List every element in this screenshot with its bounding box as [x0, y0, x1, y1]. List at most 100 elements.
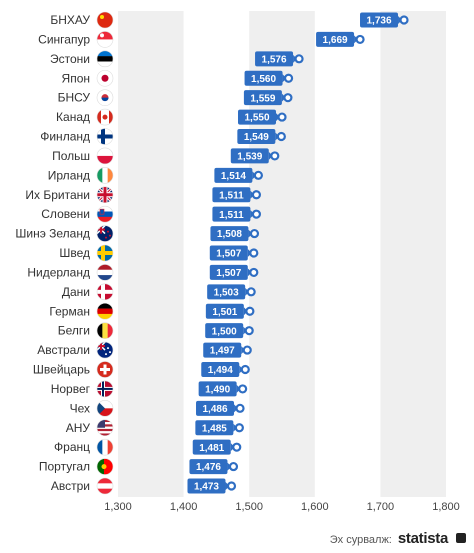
value-bar — [316, 31, 355, 47]
data-point[interactable] — [240, 364, 250, 375]
value-bar — [192, 439, 231, 455]
data-point[interactable] — [228, 461, 239, 472]
data-point[interactable] — [242, 345, 252, 355]
category-label: Франц — [54, 440, 90, 454]
data-point[interactable] — [232, 442, 242, 452]
data-point[interactable] — [234, 423, 244, 433]
data-point[interactable] — [399, 15, 409, 25]
poland-flag-icon — [96, 147, 114, 165]
value-label: 1,514 — [221, 171, 246, 182]
value-label: 1,560 — [251, 74, 276, 85]
data-point[interactable] — [226, 481, 237, 491]
source-credit: Эх сурвалж: statista — [330, 530, 466, 547]
data-point[interactable] — [283, 73, 294, 83]
data-point[interactable] — [245, 306, 255, 316]
value-bar — [196, 400, 235, 416]
germany-flag-icon — [96, 302, 114, 320]
category-labels: БНХАУ Сингапур Эстони Япон БНСУ Канад Финланд П… — [15, 13, 90, 493]
value-label: 1,507 — [216, 268, 241, 279]
category-label: Шинэ Зеланд — [15, 227, 90, 241]
value-bar — [244, 70, 283, 86]
x-tick-label: 1,700 — [367, 501, 395, 513]
value-bar — [212, 206, 251, 222]
value-label: 1,476 — [196, 462, 221, 473]
value-bar — [205, 303, 244, 319]
china-flag-icon — [96, 11, 114, 29]
value-bar — [243, 90, 282, 106]
singapore-flag-icon — [96, 31, 114, 48]
value-label: 1,494 — [208, 365, 233, 376]
value-bar — [209, 264, 248, 280]
category-label: Норвег — [51, 382, 91, 396]
category-label: Швейцарь — [33, 363, 90, 377]
data-point[interactable] — [283, 93, 293, 103]
category-label: Нидерланд — [27, 265, 90, 279]
data-point[interactable] — [244, 326, 254, 336]
switzerland-flag-icon — [96, 361, 114, 378]
value-bar — [201, 362, 240, 377]
value-label: 1,550 — [244, 113, 269, 124]
value-bar — [360, 12, 399, 28]
category-label: Польш — [52, 149, 90, 163]
data-point[interactable] — [249, 267, 259, 278]
category-label: БНСУ — [58, 91, 91, 105]
data-point[interactable] — [276, 131, 286, 142]
x-tick-label: 1,600 — [301, 501, 329, 513]
data-point[interactable] — [249, 228, 260, 239]
data-point[interactable] — [253, 170, 263, 180]
estonia-flag-icon — [96, 50, 114, 68]
value-bar — [203, 342, 242, 358]
austria-flag-icon — [96, 477, 114, 495]
data-point[interactable] — [251, 190, 262, 200]
czech-flag-icon — [96, 400, 114, 417]
value-bar — [212, 187, 251, 203]
value-label: 1,539 — [237, 152, 262, 163]
value-bar — [187, 478, 226, 494]
value-label: 1,669 — [323, 35, 348, 46]
ireland-flag-icon — [96, 167, 114, 184]
portugal-flag-icon — [96, 458, 114, 475]
value-label: 1,507 — [216, 249, 241, 260]
finland-flag-icon — [96, 128, 114, 145]
category-label: Герман — [49, 304, 90, 318]
statista-logo[interactable]: statista — [397, 530, 448, 547]
category-label: Финланд — [40, 130, 90, 144]
data-point[interactable] — [235, 403, 245, 413]
value-label: 1,485 — [202, 423, 227, 434]
value-label: 1,549 — [244, 132, 269, 143]
uk-flag-icon — [96, 186, 114, 204]
category-label: Чех — [70, 401, 90, 415]
value-bar — [238, 109, 276, 125]
data-point[interactable] — [355, 34, 365, 45]
belgium-flag-icon — [96, 322, 114, 339]
category-label: Канад — [56, 110, 90, 124]
data-point[interactable] — [294, 54, 304, 64]
data-point[interactable] — [277, 112, 287, 122]
value-label: 1,486 — [203, 404, 228, 415]
value-label: 1,503 — [214, 287, 239, 298]
data-point[interactable] — [249, 248, 259, 258]
data-point[interactable] — [270, 151, 280, 161]
usa-flag-icon — [96, 419, 114, 437]
slovenia-flag-icon — [96, 205, 114, 223]
japan-flag-icon — [96, 69, 114, 87]
south-korea-flag-icon — [96, 89, 114, 106]
category-label: Австрали — [37, 343, 90, 357]
data-point[interactable] — [246, 287, 256, 297]
bars: 1,736 1,669 1,576 1,560 1,559 1,550 1,549 1,539… — [187, 12, 409, 494]
x-tick-label: 1,800 — [432, 501, 460, 513]
x-axis-ticks: 1,300 1,400 1,500 1,600 1,700 1,800 — [104, 501, 460, 513]
data-point[interactable] — [251, 209, 262, 219]
value-bar — [207, 284, 246, 300]
source-label: Эх сурвалж: — [329, 534, 392, 546]
category-label: БНХАУ — [50, 13, 90, 27]
data-point[interactable] — [238, 384, 248, 394]
netherlands-flag-icon — [96, 264, 114, 281]
category-label: Швед — [59, 246, 90, 260]
value-bar — [230, 148, 269, 164]
category-label: Белги — [58, 324, 90, 338]
x-tick-label: 1,300 — [104, 501, 132, 513]
value-bar — [189, 459, 228, 475]
value-bar — [237, 129, 276, 144]
value-bar — [214, 167, 253, 183]
